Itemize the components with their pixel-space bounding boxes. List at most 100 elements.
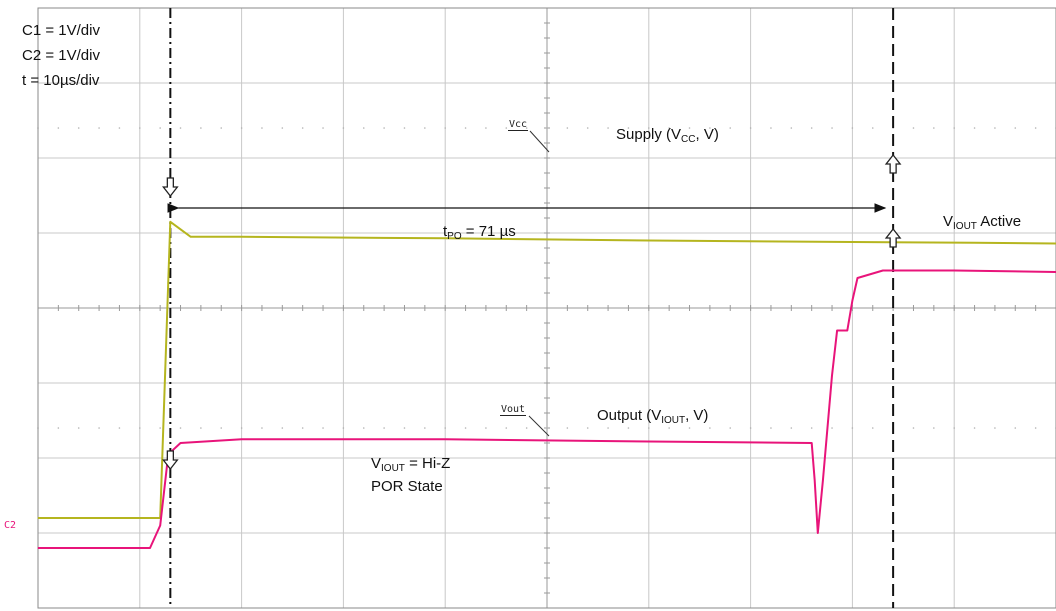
grid-dot bbox=[688, 127, 691, 129]
grid-dot bbox=[240, 127, 243, 129]
grid-dot bbox=[586, 127, 589, 129]
graticule bbox=[37, 7, 1056, 609]
c1-scale-label: C1 = 1V/div bbox=[22, 22, 100, 39]
grid-dot bbox=[1014, 127, 1017, 129]
vcc-rise-arrow bbox=[162, 177, 179, 198]
vout-point bbox=[159, 525, 161, 526]
vout-trace-tag: Vout bbox=[500, 404, 527, 416]
grid-dot bbox=[424, 427, 426, 429]
grid-dot bbox=[179, 127, 182, 129]
grid-dot bbox=[261, 127, 263, 129]
grid-dot bbox=[994, 427, 996, 429]
grid-dot bbox=[973, 427, 976, 429]
grid-dot bbox=[301, 427, 304, 429]
grid-dot bbox=[627, 427, 630, 429]
grid-dot bbox=[1034, 127, 1037, 129]
grid-dot bbox=[139, 427, 141, 429]
grid-dot bbox=[709, 427, 711, 429]
grid-dot bbox=[933, 427, 935, 429]
grid-dot bbox=[790, 127, 793, 129]
grid-dot bbox=[505, 127, 508, 129]
grid-dot bbox=[566, 127, 569, 129]
vout-point bbox=[882, 270, 884, 271]
hiz-label: VIOUT = Hi-Z bbox=[371, 455, 451, 474]
grid-dot bbox=[464, 427, 467, 429]
grid-dot bbox=[546, 127, 548, 129]
vcc-tag-leader bbox=[529, 130, 550, 153]
grid-dot bbox=[362, 127, 365, 129]
vcc-trace-tag: Vcc bbox=[508, 119, 529, 131]
vout-point bbox=[831, 375, 833, 376]
grid-dot bbox=[179, 427, 182, 429]
grid-dot bbox=[98, 427, 100, 429]
vout-point bbox=[817, 532, 819, 534]
plot-frame bbox=[37, 7, 1056, 609]
grid-dot bbox=[301, 127, 304, 129]
grid-dot bbox=[851, 127, 854, 129]
grid-dot bbox=[546, 427, 548, 429]
grid-dot bbox=[200, 127, 202, 129]
grid-dot bbox=[831, 427, 833, 429]
por-state-label: POR State bbox=[371, 478, 443, 495]
grid-dot bbox=[220, 427, 223, 429]
vcc-point bbox=[190, 236, 192, 238]
vcc-point bbox=[444, 237, 446, 239]
vout-point bbox=[822, 480, 824, 481]
annotation-arrows bbox=[162, 153, 902, 471]
grid-dot bbox=[322, 427, 324, 429]
c2-channel-marker: C2 bbox=[4, 520, 17, 531]
grid-dot bbox=[729, 427, 732, 429]
grid-dot bbox=[871, 427, 874, 429]
vout-tag-leader bbox=[528, 415, 550, 437]
grid-dot bbox=[118, 427, 121, 429]
vout-point bbox=[180, 442, 182, 444]
grid-dot bbox=[749, 127, 752, 129]
supply-label: Supply (VCC, V) bbox=[616, 126, 719, 145]
grid-dot bbox=[57, 127, 60, 129]
grid-dot bbox=[383, 427, 385, 429]
vout-point bbox=[444, 438, 446, 440]
vout-active-label: VIOUT Active bbox=[943, 213, 1022, 232]
grid-dot bbox=[281, 427, 284, 429]
time-scale-label: t = 10µs/div bbox=[22, 72, 100, 89]
grid-dot bbox=[444, 427, 447, 429]
vcc-settle-arrow bbox=[884, 153, 902, 174]
grid-dot bbox=[933, 127, 935, 129]
grid-dot bbox=[424, 127, 426, 129]
grid-dot bbox=[464, 127, 467, 129]
vcc-point bbox=[974, 242, 976, 244]
grid-dot bbox=[240, 427, 243, 429]
grid-dot bbox=[668, 127, 670, 129]
grid-dot bbox=[627, 127, 630, 129]
grid-dot bbox=[139, 127, 141, 129]
grid-dot bbox=[688, 427, 691, 429]
grid-dot bbox=[648, 427, 650, 429]
vcc-point bbox=[37, 517, 39, 519]
output-label: Output (VIOUT, V) bbox=[597, 407, 709, 426]
c2-scale-label: C2 = 1V/div bbox=[22, 47, 100, 64]
cursor-markers bbox=[169, 8, 895, 608]
grid-dot bbox=[98, 127, 100, 129]
grid-dot bbox=[281, 127, 284, 129]
grid-dot bbox=[729, 127, 732, 129]
grid-dot bbox=[810, 427, 813, 429]
grid-dot bbox=[994, 127, 996, 129]
grid-dot bbox=[912, 127, 915, 129]
grid-dot bbox=[403, 427, 406, 429]
grid-dot bbox=[505, 427, 508, 429]
grid-dot bbox=[57, 427, 60, 429]
grid-dot bbox=[525, 127, 528, 129]
grid-dot bbox=[485, 427, 487, 429]
grid-dot bbox=[485, 127, 487, 129]
grid-dot bbox=[953, 127, 955, 129]
grid-dot bbox=[403, 127, 406, 129]
grid-dot bbox=[1034, 427, 1037, 429]
vout-active-arrow bbox=[884, 227, 902, 248]
vout-point bbox=[149, 547, 151, 549]
grid-dot bbox=[342, 427, 345, 429]
vout-point bbox=[648, 441, 650, 442]
grid-dot bbox=[648, 127, 650, 129]
grid-dot bbox=[444, 127, 447, 129]
grid-dot bbox=[261, 427, 263, 429]
